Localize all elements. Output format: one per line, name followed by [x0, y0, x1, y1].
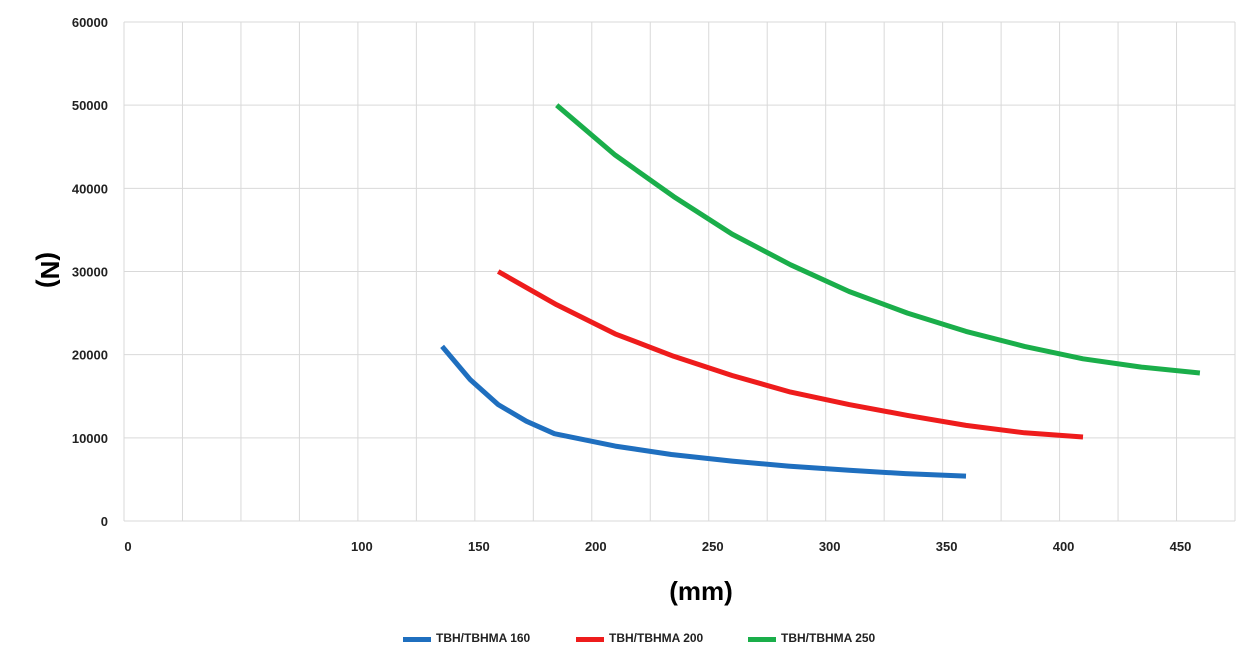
y-tick-label: 0 — [101, 514, 108, 529]
y-tick-label: 50000 — [72, 98, 108, 113]
legend-label: TBH/TBHMA 160 — [436, 631, 531, 645]
grid-lines — [123, 21, 1236, 522]
y-tick-label: 10000 — [72, 431, 108, 446]
x-tick-label: 350 — [936, 539, 958, 554]
series-lines — [440, 103, 1201, 479]
x-tick-label: 400 — [1053, 539, 1075, 554]
legend: TBH/TBHMA 160 TBH/TBHMA 200 TBH/TBHMA 250 — [403, 631, 876, 645]
y-tick-label: 40000 — [72, 181, 108, 196]
legend-swatch — [576, 637, 604, 642]
x-tick-label: 200 — [585, 539, 607, 554]
x-tick-label: 150 — [468, 539, 490, 554]
legend-swatch — [403, 637, 431, 642]
x-axis-title: (mm) — [669, 576, 733, 606]
series-line-3 — [555, 103, 1201, 376]
x-tick-label: 0 — [124, 539, 131, 554]
x-tick-label: 300 — [819, 539, 841, 554]
y-tick-label: 20000 — [72, 348, 108, 363]
legend-label: TBH/TBHMA 250 — [781, 631, 876, 645]
x-tick-label: 450 — [1170, 539, 1192, 554]
x-tick-label: 100 — [351, 539, 373, 554]
legend-label: TBH/TBHMA 200 — [609, 631, 704, 645]
x-tick-label: 250 — [702, 539, 724, 554]
series-line-2 — [496, 269, 1084, 440]
y-axis: 0 10000 20000 30000 40000 50000 60000 — [72, 15, 108, 529]
y-axis-title: (N) — [35, 252, 65, 288]
y-tick-label: 30000 — [72, 265, 108, 280]
y-tick-label: 60000 — [72, 15, 108, 30]
legend-swatch — [748, 637, 776, 642]
x-axis: 0 100 150 200 250 300 350 400 450 — [124, 539, 1191, 554]
series-line-1 — [440, 344, 967, 479]
